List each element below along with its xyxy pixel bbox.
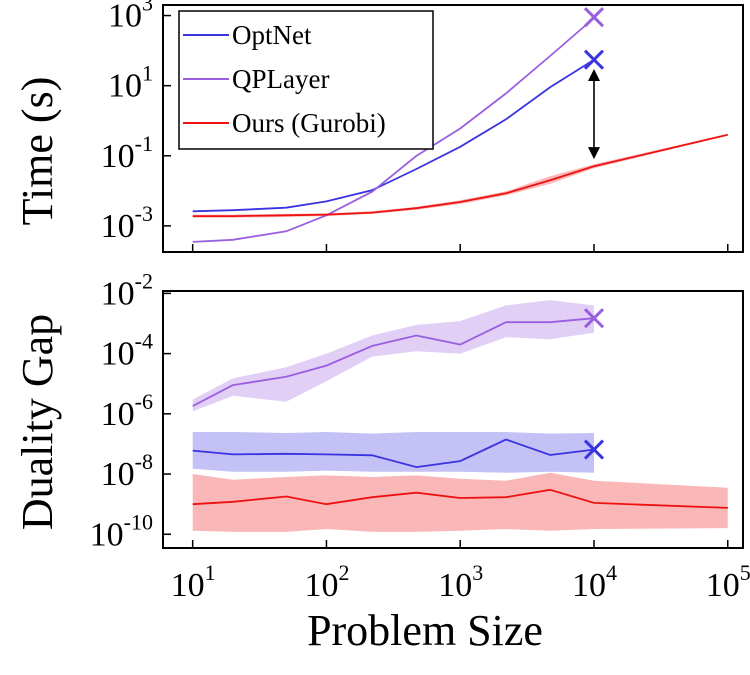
x-marker — [583, 439, 605, 460]
arrow-head-down — [587, 147, 600, 160]
series-line-optnet — [192, 438, 595, 469]
time-panel: 103 101 10-1 10-3 OptNet QPLayer Ours (Gurobi) — [101, 0, 744, 253]
legend: OptNet QPLayer Ours (Gurobi) — [178, 10, 434, 150]
x-tick-label: 105 — [706, 560, 750, 604]
legend-label-optnet: OptNet — [232, 20, 312, 50]
band-ours-gurobi — [192, 133, 728, 218]
x-marker-stroke — [583, 49, 605, 70]
x-tick-label: 104 — [572, 560, 617, 604]
series-line-ours-gurobi — [192, 133, 729, 218]
x-marker-stroke — [583, 308, 605, 329]
y-tick-label: 10-1 — [101, 131, 153, 175]
y-tick-label: 10-10 — [90, 509, 153, 553]
series-line-ours-gurobi — [192, 488, 728, 509]
band-qplayer — [192, 300, 594, 412]
x-marker-stroke — [583, 7, 605, 28]
band-optnet — [192, 432, 594, 473]
y-tick-label: 101 — [108, 61, 153, 105]
band-ours-gurobi — [192, 472, 728, 532]
y-tick-label: 10-8 — [101, 449, 153, 493]
plot-frame — [162, 290, 744, 549]
y-tick-label: 10-3 — [101, 201, 153, 245]
x-marker — [583, 49, 605, 70]
x-axis-label-problem-size: Problem Size — [307, 606, 543, 655]
legend-label-qplayer: QPLayer — [232, 64, 329, 94]
y-tick-label: 10-4 — [101, 329, 153, 373]
series-line-optnet — [192, 58, 595, 213]
arrow-head-up — [587, 68, 600, 81]
y-axis-label-time: Time (s) — [13, 77, 62, 226]
x-marker-stroke — [583, 439, 605, 460]
x-tick-label: 101 — [171, 560, 216, 604]
y-tick-label: 10-2 — [101, 268, 153, 312]
x-marker — [583, 308, 605, 329]
y-tick-label: 10-6 — [101, 389, 153, 433]
double-arrow-annotation — [587, 68, 600, 160]
duality-gap-panel: 10-2 10-4 10-6 10-8 10-10 101 102 103 104 105 — [90, 268, 750, 604]
series-line-qplayer — [192, 17, 595, 243]
x-tick-label: 102 — [304, 560, 349, 604]
legend-label-ours-gurobi: Ours (Gurobi) — [232, 108, 386, 138]
x-marker — [583, 7, 605, 28]
y-axis-label-duality-gap: Duality Gap — [13, 314, 62, 530]
y-tick-label: 103 — [108, 0, 153, 35]
series-line-qplayer — [192, 317, 595, 407]
x-tick-label: 103 — [438, 560, 483, 604]
plot-frame — [162, 4, 744, 253]
